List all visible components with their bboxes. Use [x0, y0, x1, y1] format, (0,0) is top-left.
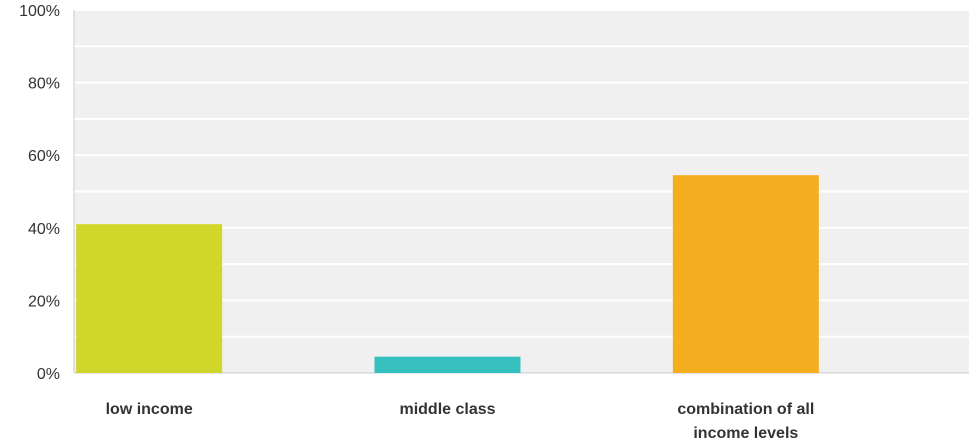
y-tick-label: 80%	[28, 76, 60, 93]
bar-2	[672, 175, 819, 373]
x-category-label: low income	[106, 401, 193, 418]
gridlines	[74, 9, 969, 338]
x-axis-category-labels: low income middle class combination of all…	[106, 401, 815, 442]
y-axis-tick-labels: 0% 20% 40% 60% 80% 100%	[19, 3, 60, 383]
y-tick-label: 40%	[28, 221, 60, 238]
y-tick-label: 20%	[28, 293, 60, 310]
y-tick-label: 100%	[19, 3, 60, 20]
bars	[76, 175, 819, 373]
y-tick-label: 60%	[28, 148, 60, 165]
bar-1	[374, 356, 521, 373]
x-category-label: middle class	[399, 401, 495, 418]
x-category-label: combination of all income levels	[677, 401, 814, 442]
y-tick-label: 0%	[37, 366, 60, 383]
bar-0	[76, 224, 223, 373]
